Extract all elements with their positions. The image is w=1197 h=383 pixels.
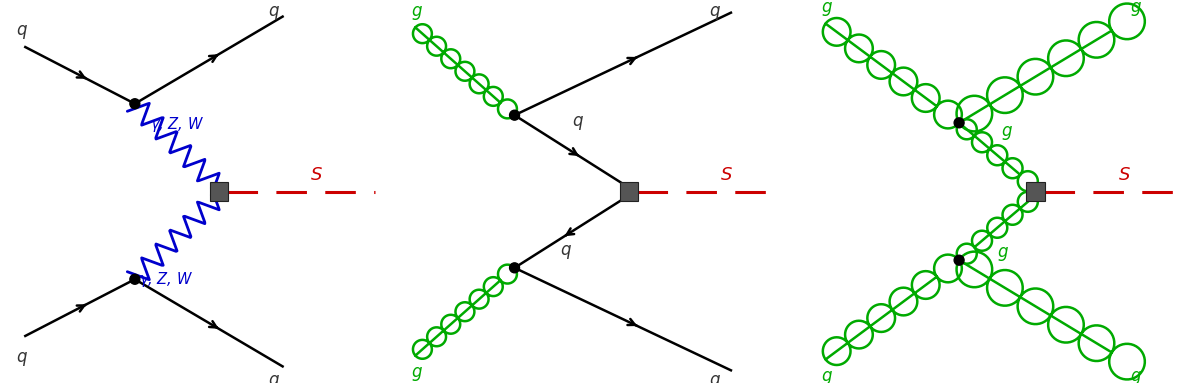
Text: g: g [821, 367, 832, 383]
Text: q: q [709, 2, 719, 20]
Text: q: q [268, 2, 279, 20]
Circle shape [954, 118, 964, 128]
Text: g: g [412, 363, 423, 381]
Text: q: q [572, 113, 582, 131]
Text: q: q [709, 371, 719, 383]
Text: q: q [560, 241, 571, 259]
Circle shape [130, 99, 140, 109]
Bar [209, 182, 227, 201]
Bar [620, 182, 638, 201]
Text: $\gamma$, Z, W: $\gamma$, Z, W [139, 270, 193, 289]
Text: q: q [17, 348, 28, 366]
Circle shape [130, 274, 140, 284]
Text: g: g [821, 0, 832, 16]
Text: g: g [412, 2, 423, 20]
Text: S: S [1119, 166, 1131, 184]
Text: q: q [268, 371, 279, 383]
Text: $\gamma$, Z, W: $\gamma$, Z, W [150, 115, 205, 134]
Text: g: g [1131, 367, 1141, 383]
Text: S: S [310, 166, 322, 184]
Text: g: g [1131, 0, 1141, 16]
Text: g: g [997, 243, 1008, 261]
Circle shape [510, 263, 519, 273]
Circle shape [510, 110, 519, 120]
Text: g: g [1001, 122, 1011, 140]
Circle shape [954, 255, 964, 265]
Bar [1026, 182, 1045, 201]
Text: S: S [721, 166, 733, 184]
Text: q: q [17, 21, 28, 39]
